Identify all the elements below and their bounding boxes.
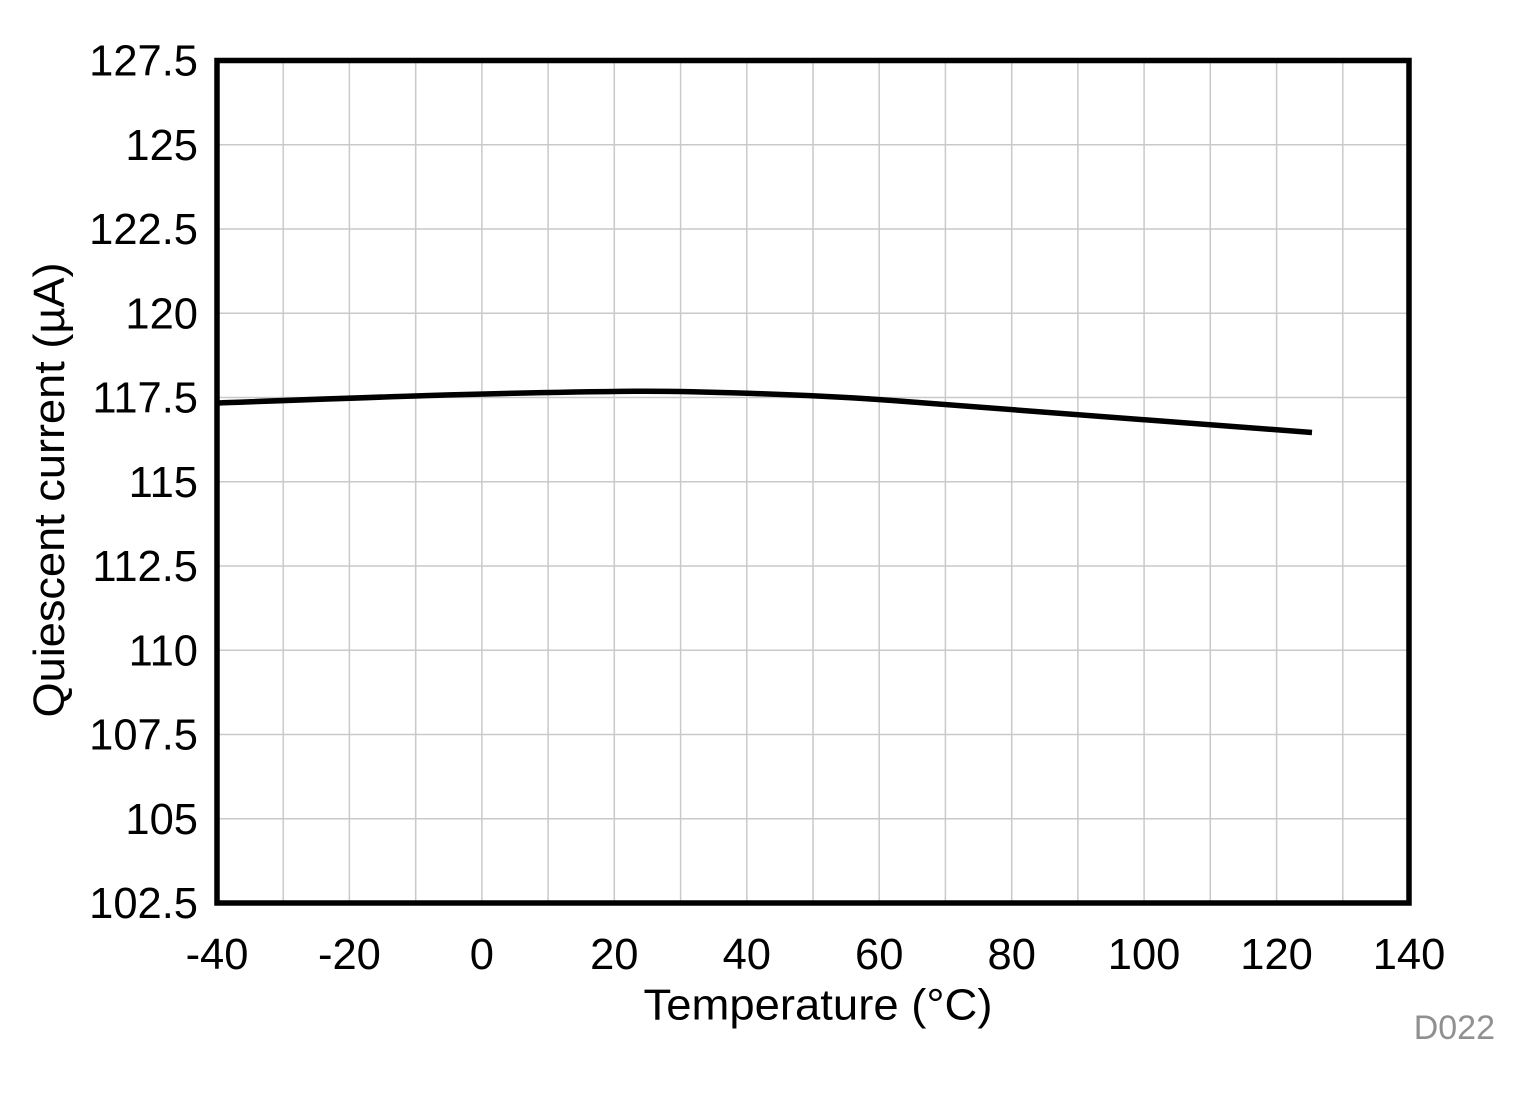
svg-text:D022: D022 (1414, 1009, 1495, 1047)
svg-text:127.5: 127.5 (89, 38, 198, 86)
svg-text:120: 120 (1240, 931, 1313, 979)
svg-text:Quiescent current (µA): Quiescent current (µA) (26, 263, 74, 718)
svg-text:140: 140 (1373, 931, 1446, 979)
svg-text:107.5: 107.5 (89, 712, 198, 760)
svg-text:-20: -20 (318, 931, 381, 979)
svg-text:115: 115 (129, 459, 198, 507)
svg-text:110: 110 (129, 627, 198, 675)
svg-text:60: 60 (855, 931, 903, 979)
svg-text:102.5: 102.5 (89, 880, 198, 928)
svg-text:105: 105 (125, 796, 198, 844)
svg-text:100: 100 (1108, 931, 1181, 979)
svg-text:125: 125 (125, 122, 198, 170)
svg-text:112.5: 112.5 (92, 543, 198, 591)
svg-text:Temperature (°C): Temperature (°C) (644, 982, 993, 1030)
svg-text:20: 20 (590, 931, 638, 979)
svg-text:-40: -40 (186, 931, 249, 979)
svg-text:40: 40 (723, 931, 771, 979)
svg-text:120: 120 (125, 290, 198, 338)
svg-text:80: 80 (988, 931, 1036, 979)
svg-text:122.5: 122.5 (89, 206, 198, 254)
svg-text:117.5: 117.5 (92, 375, 198, 423)
svg-text:0: 0 (470, 931, 494, 979)
